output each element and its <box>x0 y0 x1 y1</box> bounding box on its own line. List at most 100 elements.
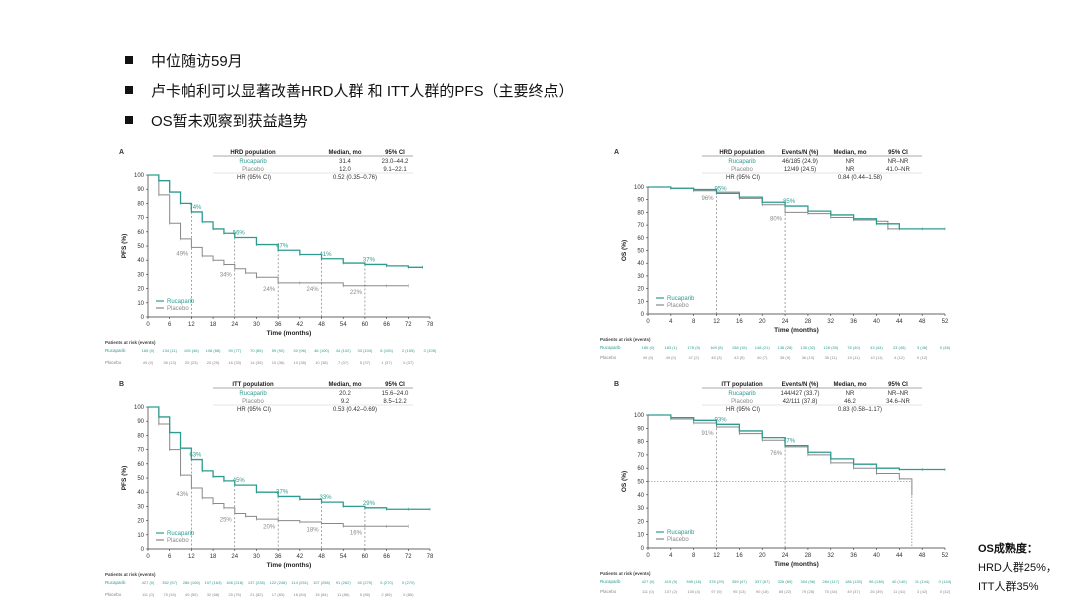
y-tick-label: 40 <box>137 258 144 264</box>
landmark-label: 16% <box>350 530 363 536</box>
risk-value: 35 (11) <box>825 355 838 360</box>
pfs-itt-panel: B ITT population Median, mo 95% CI Rucaparib… <box>105 377 445 597</box>
risk-value: 126 (35) <box>823 345 839 350</box>
x-tick-label: 78 <box>427 322 434 328</box>
risk-value: 95 (13) <box>733 589 746 594</box>
y-tick-label: 10 <box>637 299 644 305</box>
x-tick-label: 8 <box>692 319 696 325</box>
y-tick-label: 100 <box>634 185 645 191</box>
risk-value: 5 (270) <box>380 580 393 585</box>
y-tick-label: 80 <box>637 210 644 216</box>
landmark-label: 25% <box>220 518 233 524</box>
y-tick-label: 0 <box>641 312 645 318</box>
risk-value: 0 (270) <box>402 580 415 585</box>
x-tick-label: 32 <box>827 553 834 559</box>
risk-row-name: Rucaparib <box>105 580 126 585</box>
bullet-text: 中位随访59月 <box>151 52 243 70</box>
risk-value: 26 (39) <box>870 589 883 594</box>
maturity-line: ITT人群35% <box>978 581 1039 593</box>
risk-title: Patients at risk (events) <box>600 337 651 342</box>
x-tick-label: 24 <box>782 319 789 325</box>
risk-value: 97 (9) <box>711 589 722 594</box>
landmark-label: 24% <box>307 287 320 293</box>
table-header: 95% CI <box>888 150 908 156</box>
risk-title: Patients at risk (events) <box>600 571 651 576</box>
x-tick-label: 20 <box>759 319 766 325</box>
landmark-label: 85% <box>783 199 796 205</box>
landmark-label: 77% <box>783 439 796 445</box>
table-cell: 144/427 (33.7) <box>780 391 819 397</box>
risk-value: 47 (2) <box>688 355 699 360</box>
table-cell: 9.1–22.1 <box>383 167 407 173</box>
x-tick-label: 60 <box>362 322 369 328</box>
km-curve-rucaparib <box>648 186 945 230</box>
table-cell: Placebo <box>242 167 264 173</box>
y-tick-label: 80 <box>637 440 644 446</box>
table-cell: 8.5–12.2 <box>383 399 407 405</box>
panel-letter: B <box>119 381 124 388</box>
x-tick-label: 16 <box>736 553 743 559</box>
x-tick-label: 44 <box>896 553 903 559</box>
hr-value: 0.53 (0.42–0.69) <box>333 407 377 413</box>
risk-title: Patients at risk (events) <box>105 572 156 577</box>
hr-value: 0.83 (0.58–1.17) <box>838 407 882 413</box>
landmark-label: 49% <box>176 251 189 257</box>
x-tick-label: 24 <box>231 554 238 560</box>
y-tick-label: 60 <box>137 230 144 236</box>
pfs-hrd-panel: A HRD population Median, mo 95% CI Rucaparib… <box>105 145 445 365</box>
x-tick-label: 0 <box>146 554 150 560</box>
x-tick-label: 24 <box>231 322 238 328</box>
table-cell: 9.2 <box>341 399 350 405</box>
risk-value: 122 (248) <box>270 580 288 585</box>
risk-value: 17 (83) <box>272 592 285 597</box>
risk-value: 3 (46) <box>917 345 928 350</box>
risk-value: 25 (76) <box>228 592 241 597</box>
risk-value: 398 (16) <box>686 579 702 584</box>
landmark-label: 34% <box>220 273 233 279</box>
legend-label: Placebo <box>667 303 689 309</box>
risk-value: 185 (0) <box>142 348 155 353</box>
x-tick-label: 28 <box>805 553 812 559</box>
table-cell: 31.4 <box>339 159 351 165</box>
landmark-label: 43% <box>176 492 189 498</box>
landmark-label: 91% <box>702 431 715 437</box>
x-tick-label: 20 <box>759 553 766 559</box>
hr-label: HR (95% CI) <box>237 175 271 181</box>
table-cell: 42/111 (37.8) <box>783 399 818 405</box>
y-tick-label: 30 <box>137 272 144 278</box>
risk-value: 136 (28) <box>778 345 794 350</box>
x-tick-label: 18 <box>210 322 217 328</box>
risk-value: 169 (8) <box>710 345 723 350</box>
risk-value: 134 (11) <box>162 348 177 353</box>
hr-label: HR (95% CI) <box>726 175 760 181</box>
km-curve-placebo <box>148 174 409 287</box>
risk-row-name: Placebo <box>105 592 122 597</box>
table-header: Events/N (%) <box>782 382 819 388</box>
x-tick-label: 30 <box>253 554 260 560</box>
x-tick-label: 48 <box>919 553 926 559</box>
x-tick-label: 12 <box>188 322 195 328</box>
x-tick-label: 48 <box>318 322 325 328</box>
y-axis-label: PFS (%) <box>121 234 128 259</box>
x-tick-label: 0 <box>146 322 150 328</box>
risk-value: 137 (236) <box>248 580 266 585</box>
y-tick-label: 100 <box>134 173 145 179</box>
risk-value: 16 (33) <box>228 360 241 365</box>
y-tick-label: 30 <box>637 274 644 280</box>
risk-value: 36 (13) <box>163 360 176 365</box>
landmark-label: 47% <box>276 243 289 249</box>
table-cell: NR <box>846 159 855 165</box>
landmark-label: 24% <box>263 287 276 293</box>
landmark-label: 18% <box>307 527 320 533</box>
y-tick-label: 50 <box>137 476 144 482</box>
risk-value: 44 (102) <box>336 348 352 353</box>
pfs-hrd-chart: A HRD population Median, mo 95% CI Rucaparib… <box>105 149 437 365</box>
y-tick-label: 60 <box>637 236 644 242</box>
risk-value: 0 (144) <box>939 579 952 584</box>
legend-label: Rucaparib <box>667 296 695 302</box>
table-cell: NR–NR <box>888 391 909 397</box>
risk-value: 186 (130) <box>845 579 863 584</box>
table-header: ITT population <box>232 382 274 388</box>
os-itt-panel: B ITT population Events/N (%) Median, mo 95%… <box>600 377 952 594</box>
y-tick-label: 0 <box>141 315 145 321</box>
